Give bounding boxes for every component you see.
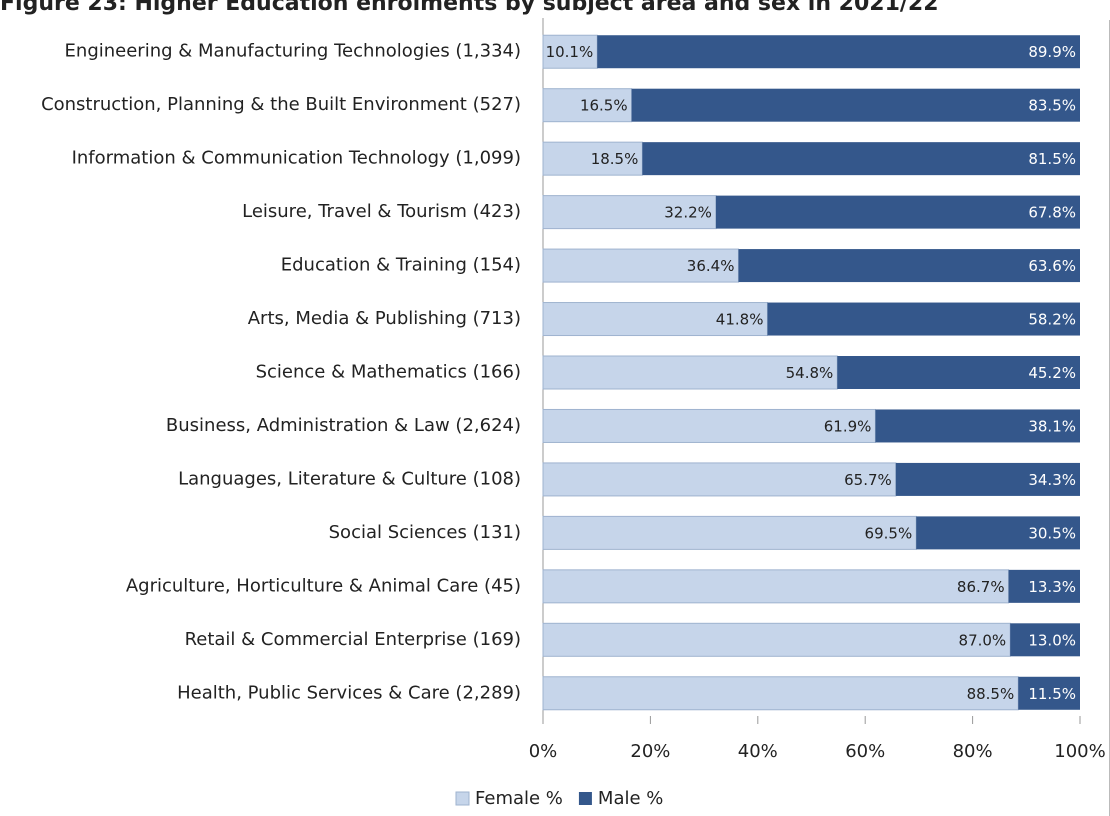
bar-segment [837,356,1080,389]
value-label: 67.8% [1028,204,1076,222]
bar-segment [631,88,1080,122]
x-tick-label: 20% [630,741,670,762]
value-label: 86.7% [957,578,1005,596]
value-label: 34.3% [1028,471,1076,489]
value-label: 13.3% [1028,578,1076,596]
y-tick-label: Retail & Commercial Enterprise (169) [185,629,521,650]
legend-label: Male % [598,788,663,809]
value-label: 32.2% [664,204,712,222]
bar-segment [1008,569,1080,603]
y-tick-label: Social Sciences (131) [329,522,521,543]
value-label: 58.2% [1028,311,1076,329]
value-label: 83.5% [1028,97,1076,115]
value-label: 16.5% [580,97,628,115]
bar-segment [895,462,1080,496]
x-tick-label: 40% [738,741,778,762]
bar-segment [738,249,1080,283]
value-label: 65.7% [844,471,892,489]
value-label: 87.0% [959,631,1007,649]
legend-swatch [455,791,470,806]
x-tick-label: 100% [1054,741,1105,762]
y-tick-label: Science & Mathematics (166) [256,362,521,383]
bar-segment [542,302,768,337]
value-label: 11.5% [1028,685,1076,703]
bar-segment [542,34,598,69]
value-label: 18.5% [591,150,639,168]
y-tick-label: Agriculture, Horticulture & Animal Care … [126,575,521,596]
x-tick-label: 0% [529,741,558,762]
value-label: 89.9% [1028,43,1076,61]
bar-segment [642,142,1080,176]
y-tick-label: Health, Public Services & Care (2,289) [177,682,521,703]
value-label: 69.5% [865,524,913,542]
legend-label: Female % [475,788,563,809]
bar-segment [542,355,838,390]
y-tick-label: Business, Administration & Law (2,624) [166,415,521,436]
y-tick-label: Information & Communication Technology (… [72,148,521,169]
y-tick-label: Arts, Media & Publishing (713) [248,308,521,329]
value-label: 81.5% [1028,150,1076,168]
bar-segment [542,248,739,283]
bar-segment [542,569,1010,604]
x-tick-label: 60% [845,741,885,762]
bar-segment [875,409,1080,443]
value-label: 41.8% [716,311,764,329]
x-tick-label: 80% [953,741,993,762]
value-label: 10.1% [546,43,594,61]
value-label: 61.9% [824,417,872,435]
y-tick-label: Languages, Literature & Culture (108) [178,468,521,489]
bar-segment [1010,623,1080,657]
y-tick-label: Construction, Planning & the Built Envir… [41,94,521,115]
value-label: 54.8% [786,364,834,382]
bar-segment [542,622,1011,657]
value-label: 30.5% [1028,524,1076,542]
bar-segment [715,195,1080,229]
bar-segment [542,676,1019,711]
bar-segment [597,35,1080,69]
value-label: 88.5% [967,685,1015,703]
bar-segment [542,515,917,550]
bar-segment [542,88,633,123]
bar-segment [542,462,897,497]
value-label: 36.4% [687,257,735,275]
bar-segment [542,408,876,443]
legend-swatch [578,792,592,805]
bar-segment [542,141,643,176]
bar-segment [542,195,717,230]
bar-segment [767,302,1080,336]
bar-segment [916,516,1080,550]
chart-title: Figure 23: Higher Education enrolments b… [0,0,939,16]
value-label: 63.6% [1028,257,1076,275]
bar-segment [1018,676,1080,710]
value-label: 13.0% [1028,631,1076,649]
value-label: 38.1% [1028,417,1076,435]
y-tick-label: Engineering & Manufacturing Technologies… [65,41,521,62]
value-label: 45.2% [1028,364,1076,382]
y-tick-label: Leisure, Travel & Tourism (423) [242,201,521,222]
y-tick-label: Education & Training (154) [281,255,521,276]
